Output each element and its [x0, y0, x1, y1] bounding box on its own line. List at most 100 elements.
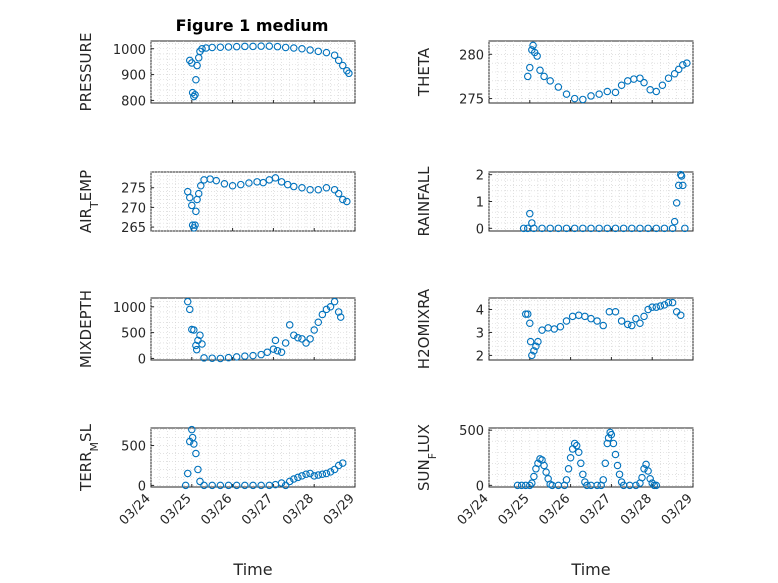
data-point: [656, 302, 665, 310]
data-point: [617, 81, 626, 90]
subplot-4: 0 1 2 RAINFALL: [415, 166, 694, 237]
data-point: [640, 312, 648, 321]
x-tick-label: 03/26: [198, 491, 235, 528]
data-point: [677, 311, 685, 319]
data-point: [277, 348, 286, 356]
data-point: [318, 310, 327, 319]
data-point: [579, 224, 587, 233]
y-axis-label: SUNFLUX: [415, 424, 439, 491]
axes-box: [150, 427, 356, 488]
axes-box: [150, 297, 356, 361]
data-point: [330, 185, 339, 194]
data-point: [532, 342, 540, 350]
data-point: [192, 76, 200, 84]
data-point: [601, 459, 610, 468]
y-axis-label: MIXDEPTH: [77, 290, 95, 368]
data-point: [595, 224, 603, 233]
data-point: [241, 481, 249, 490]
data-point: [198, 44, 206, 53]
y-tick-label: 2: [476, 349, 484, 364]
data-point: [660, 224, 669, 233]
data-point: [263, 348, 272, 356]
data-point: [670, 217, 679, 226]
data-point: [554, 83, 563, 91]
x-tick-label: 03/28: [280, 491, 317, 528]
y-tick-label: 500: [121, 440, 146, 455]
data-point: [249, 481, 257, 490]
data-point: [224, 43, 233, 51]
y-tick-label: 1: [476, 196, 484, 211]
y-tick-label: 275: [121, 182, 146, 197]
data-point: [298, 44, 306, 53]
data-point: [188, 201, 196, 210]
subplot-6: 2 3 4 H2OMIXRA: [415, 288, 694, 369]
data-point: [306, 335, 314, 343]
data-point: [664, 298, 673, 307]
data-point: [646, 474, 654, 483]
data-point: [611, 450, 620, 459]
data-point: [564, 465, 573, 473]
x-tick-label: 03/27: [577, 491, 614, 528]
subplot-5: 0 500 1000 MIXDEPTH: [77, 290, 356, 368]
data-point: [330, 297, 339, 306]
data-point: [190, 440, 198, 448]
data-point: [617, 317, 626, 325]
data-point: [534, 337, 542, 346]
data-point: [526, 481, 534, 490]
y-axis-label: PRESSURE: [77, 33, 95, 112]
axes-box: [488, 427, 694, 488]
data-point: [224, 353, 233, 362]
data-point: [314, 471, 323, 479]
y-tick-label: 0: [138, 352, 146, 367]
data-point: [281, 43, 290, 52]
data-point: [668, 298, 677, 307]
x-tick-label: 03/27: [239, 491, 276, 528]
data-point: [526, 209, 534, 218]
data-point: [526, 337, 535, 346]
data-point: [190, 326, 198, 334]
data-point: [679, 181, 687, 190]
data-point: [652, 481, 661, 490]
data-point: [208, 481, 216, 490]
data-point: [644, 305, 652, 314]
data-point: [228, 182, 237, 190]
data-point: [636, 224, 644, 233]
data-point: [181, 481, 190, 490]
data-point: [298, 472, 306, 480]
y-axis-label: THETA: [415, 47, 433, 97]
data-point: [644, 467, 652, 475]
x-axis-label: Time: [570, 560, 610, 579]
data-point: [628, 321, 636, 330]
data-point: [196, 477, 204, 486]
data-point: [298, 183, 306, 192]
data-point: [216, 481, 225, 490]
data-point: [546, 77, 554, 85]
x-axis-label: Time: [232, 560, 272, 579]
data-point: [529, 41, 537, 50]
data-point: [677, 172, 686, 180]
data-point: [339, 195, 347, 204]
data-point: [191, 90, 199, 99]
data-point: [306, 46, 314, 54]
data-point: [640, 465, 648, 473]
data-point: [269, 345, 278, 353]
data-point: [298, 335, 306, 343]
data-point: [197, 182, 205, 190]
data-point: [570, 224, 579, 233]
data-point: [188, 88, 197, 97]
data-point: [648, 479, 656, 487]
data-point: [632, 314, 640, 323]
data-point: [554, 224, 563, 233]
data-point: [652, 87, 661, 96]
data-point: [334, 461, 343, 470]
data-point: [526, 319, 534, 328]
y-tick-label: 2: [476, 169, 484, 184]
data-point: [216, 354, 225, 363]
data-point: [575, 448, 583, 457]
data-point: [212, 176, 221, 185]
y-tick-label: 900: [121, 69, 146, 84]
y-tick-label: 1000: [113, 43, 146, 58]
data-point: [208, 354, 216, 362]
data-point: [232, 481, 241, 490]
y-tick-label: 275: [459, 93, 484, 108]
